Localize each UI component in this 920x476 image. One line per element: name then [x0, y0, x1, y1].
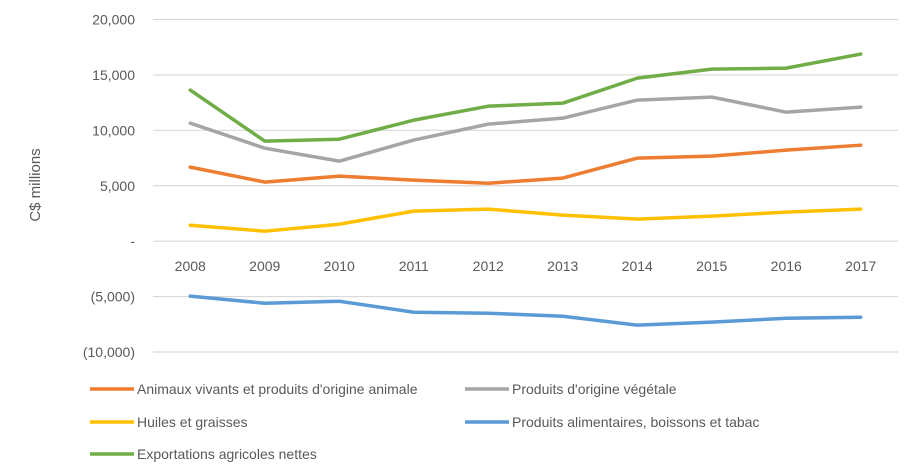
- y-tick-label: (10,000): [83, 344, 135, 360]
- legend-item: Produits alimentaires, boissons et tabac: [465, 414, 759, 430]
- x-tick-label: 2014: [622, 258, 653, 274]
- legend-label: Produits alimentaires, boissons et tabac: [512, 414, 759, 430]
- series-line-1: [188, 95, 863, 163]
- y-tick-label: (5,000): [91, 289, 135, 305]
- series-line-3: [188, 294, 863, 327]
- series-line-0: [188, 143, 863, 185]
- x-tick-label: 2011: [399, 258, 429, 274]
- x-tick-label: 2016: [771, 258, 802, 274]
- legend-item: Animaux vivants et produits d'origine an…: [90, 381, 418, 397]
- x-tick-label: 2012: [473, 258, 504, 274]
- y-axis-label: C$ millions: [27, 148, 44, 221]
- series-line-2: [188, 207, 863, 233]
- x-tick-label: 2009: [249, 258, 280, 274]
- y-tick-label: 20,000: [92, 12, 135, 28]
- legend-item: Produits d'origine végétale: [465, 381, 677, 397]
- legend-label: Animaux vivants et produits d'origine an…: [137, 381, 418, 397]
- legend-item: Exportations agricoles nettes: [90, 446, 317, 462]
- x-tick-label: 2010: [324, 258, 355, 274]
- legend-label: Exportations agricoles nettes: [137, 446, 317, 462]
- y-tick-label: 5,000: [100, 178, 135, 194]
- x-tick-label: 2015: [696, 258, 727, 274]
- y-tick-label: 15,000: [92, 67, 135, 83]
- x-tick-label: 2017: [845, 258, 876, 274]
- legend-label: Huiles et graisses: [137, 414, 248, 430]
- series-line-4: [188, 52, 863, 143]
- x-tick-label: 2013: [547, 258, 578, 274]
- legend-item: Huiles et graisses: [90, 414, 248, 430]
- y-tick-label: 10,000: [92, 122, 135, 138]
- y-tick-label: -: [130, 233, 135, 249]
- x-tick-label: 2008: [175, 258, 206, 274]
- legend-label: Produits d'origine végétale: [512, 381, 677, 397]
